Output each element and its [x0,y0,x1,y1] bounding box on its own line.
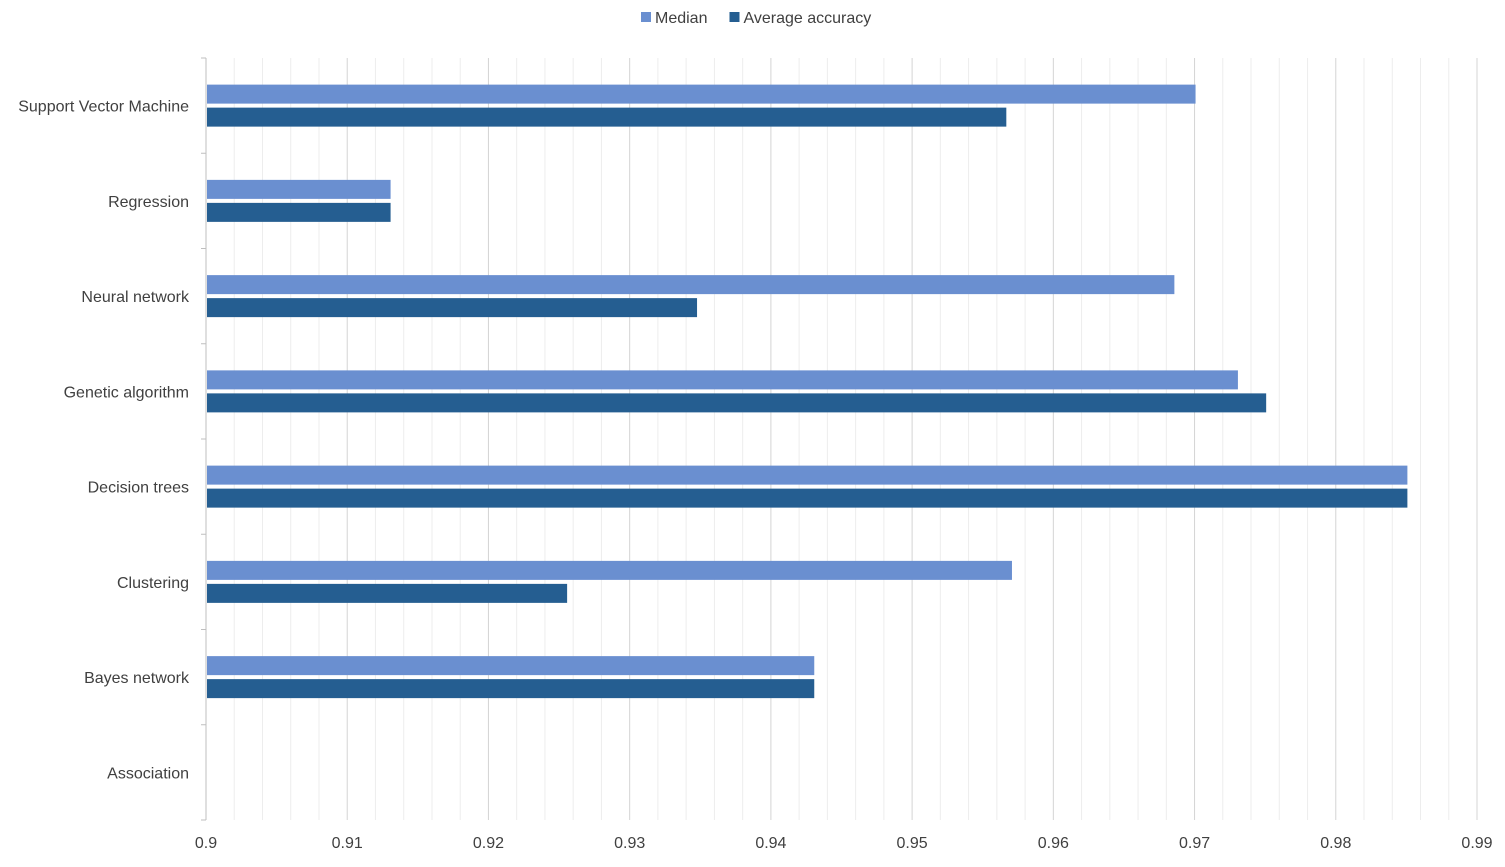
legend-label: Average accuracy [743,10,871,27]
bar-median [207,84,1196,104]
bar-median [207,370,1238,390]
x-tick-label: 0.95 [897,835,928,852]
x-tick-label: 0.94 [755,835,786,852]
axes: 0.9 0.91 0.92 0.93 0.94 0.95 0.96 0.97 0.98 0.99 S… [18,57,1493,852]
legend-label: Median [655,10,707,27]
bars [207,84,1408,699]
bar-average-accuracy [207,679,815,699]
category-label: Decision trees [88,480,189,497]
bar-average-accuracy [207,488,1408,508]
x-tick-label: 0.91 [332,835,363,852]
bar-median [207,275,1175,295]
x-tick-label: 0.97 [1179,835,1210,852]
legend-swatch [729,12,740,22]
x-tick-label: 0.99 [1461,835,1492,852]
bar-median [207,179,391,199]
category-label: Support Vector Machine [18,99,189,116]
x-tick-label: 0.9 [195,835,217,852]
x-tick-label: 0.93 [614,835,645,852]
category-label: Neural network [81,289,190,306]
legend: Median Average accuracy [641,10,871,27]
bar-average-accuracy [207,202,391,222]
category-label: Clustering [117,575,189,592]
category-label: Genetic algorithm [64,384,189,401]
category-label: Regression [108,194,189,211]
x-tick-label: 0.98 [1320,835,1351,852]
bar-median [207,560,1012,580]
bar-median [207,465,1408,485]
x-tick-label: 0.96 [1038,835,1069,852]
bar-average-accuracy [207,393,1267,413]
legend-swatch [641,12,651,22]
category-label: Association [107,765,189,782]
bar-average-accuracy [207,298,698,318]
bar-average-accuracy [207,107,1007,127]
bar-average-accuracy [207,583,568,603]
grid-lines [233,58,1478,820]
bar-median [207,656,815,676]
x-tick-label: 0.92 [473,835,504,852]
category-label: Bayes network [84,670,190,687]
